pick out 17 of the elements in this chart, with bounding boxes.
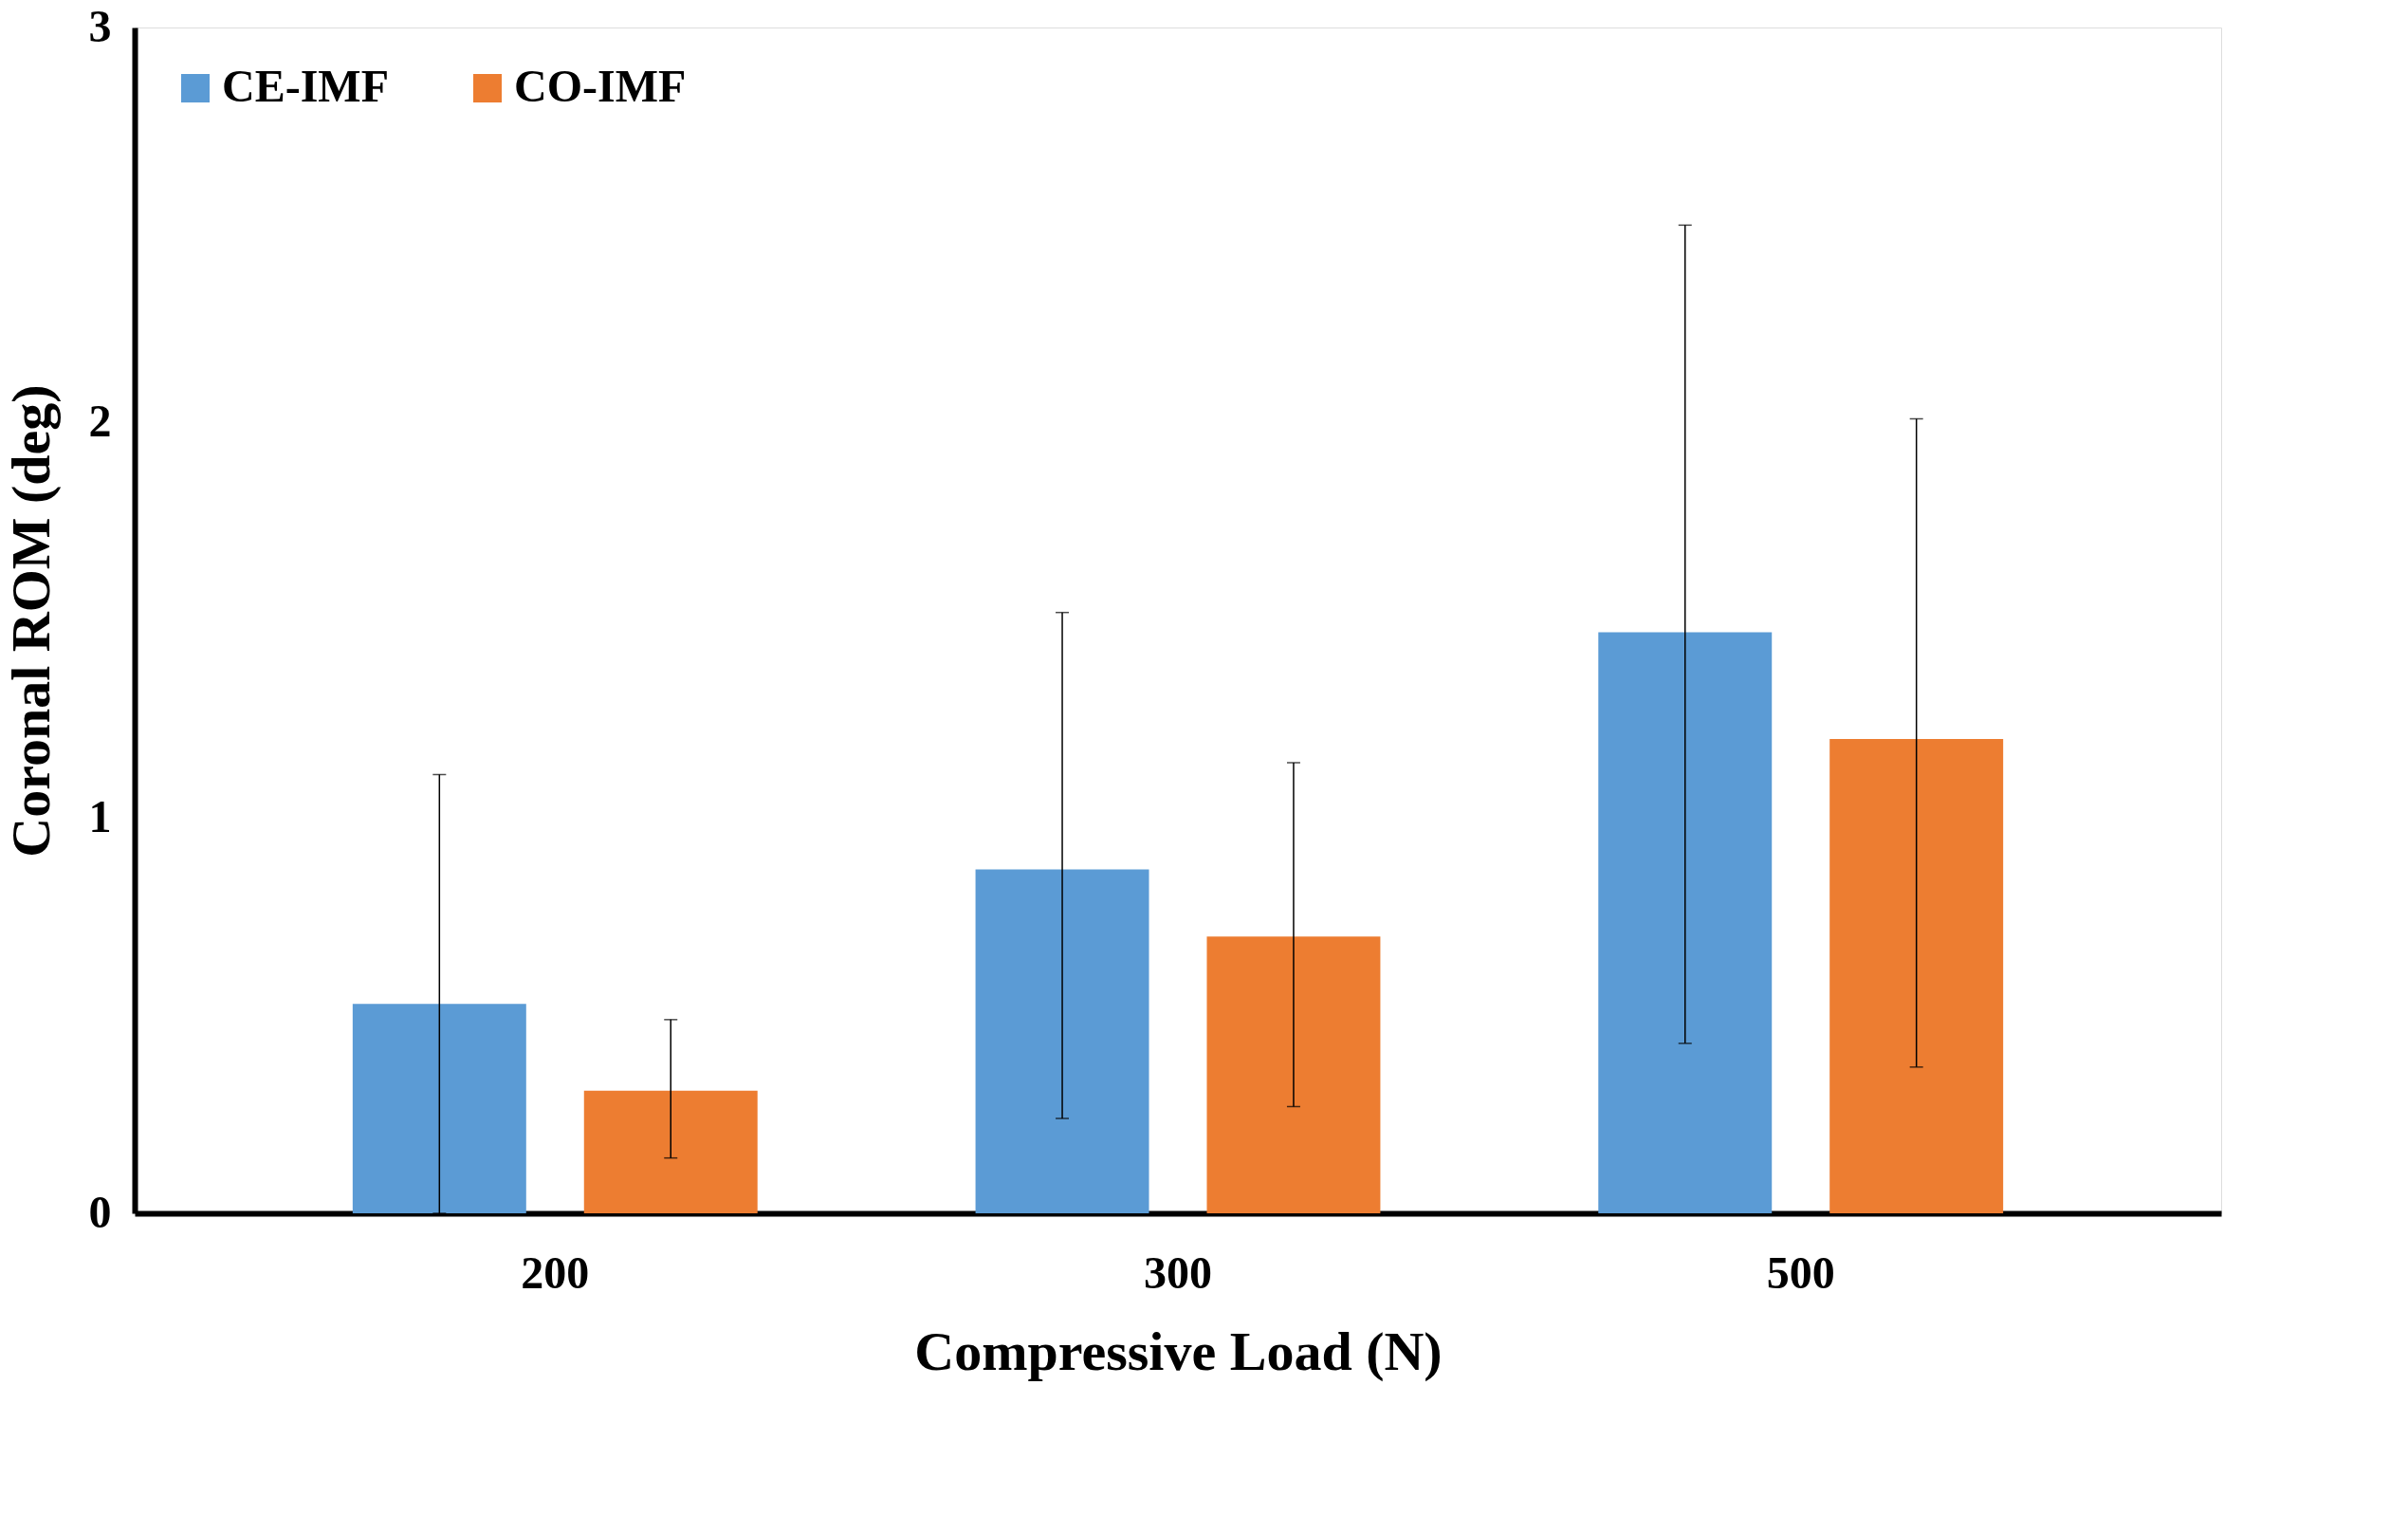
y-axis-title: Coronal ROM (deg) <box>0 384 62 858</box>
y-tick-label: 0 <box>88 1186 112 1237</box>
legend-label: CO-IMF <box>514 61 687 111</box>
x-tick-label: 500 <box>1766 1247 1835 1298</box>
x-tick-label: 200 <box>521 1247 590 1298</box>
y-tick-label: 3 <box>88 0 112 51</box>
bar <box>1829 739 2004 1213</box>
y-tick-label: 2 <box>88 396 112 447</box>
bar <box>1598 632 1773 1213</box>
bar <box>352 1004 526 1213</box>
x-axis-title: Compressive Load (N) <box>914 1320 1443 1382</box>
bar <box>1206 936 1381 1213</box>
bar <box>975 869 1149 1213</box>
legend-label: CE-IMF <box>222 61 389 111</box>
x-tick-label: 300 <box>1144 1247 1212 1298</box>
y-tick-label: 1 <box>88 790 112 841</box>
bar <box>583 1090 758 1213</box>
